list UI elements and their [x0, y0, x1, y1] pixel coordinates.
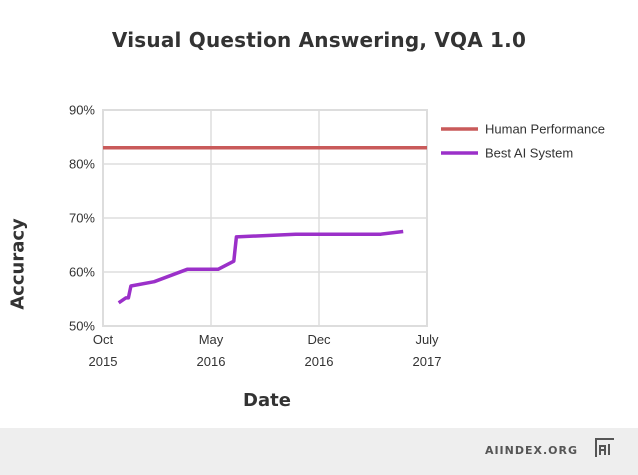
x-tick-label: Dec: [307, 332, 331, 347]
grid-lines: [102, 109, 428, 327]
ai-logo-icon: [595, 438, 614, 457]
legend-label: Human Performance: [485, 122, 605, 137]
x-axis: Oct 2015 May 2016 Dec 2016 July 2017: [89, 332, 442, 369]
y-axis-label: Accuracy: [7, 218, 29, 310]
series-line-best-ai-system: [117, 229, 404, 305]
y-tick-label: 60%: [69, 265, 95, 280]
x-tick-year-label: 2015: [89, 354, 118, 369]
x-tick-year-label: 2017: [413, 354, 442, 369]
footer-bar: AIINDEX.ORG: [0, 428, 638, 475]
x-tick-year-label: 2016: [305, 354, 334, 369]
x-axis-label: Date: [243, 390, 291, 411]
chart-title: Visual Question Answering, VQA 1.0: [111, 28, 527, 52]
chart-area: 50% 60% 70% 80% 90% Oct 2015 May 2016 Dec 2016 Jul…: [69, 103, 605, 370]
x-tick-label: May: [199, 332, 224, 347]
series-lines: [103, 146, 427, 305]
y-tick-label: 80%: [69, 157, 95, 172]
legend-label: Best AI System: [485, 146, 573, 161]
legend: Human Performance Best AI System: [441, 122, 605, 161]
footer-brand-link[interactable]: AIINDEX.ORG: [484, 444, 578, 457]
y-tick-label: 90%: [69, 103, 95, 118]
y-tick-label: 70%: [69, 211, 95, 226]
x-tick-year-label: 2016: [197, 354, 226, 369]
x-tick-label: July: [415, 332, 439, 347]
y-tick-label: 50%: [69, 319, 95, 334]
x-tick-label: Oct: [93, 332, 114, 347]
y-axis: 50% 60% 70% 80% 90%: [69, 103, 95, 334]
